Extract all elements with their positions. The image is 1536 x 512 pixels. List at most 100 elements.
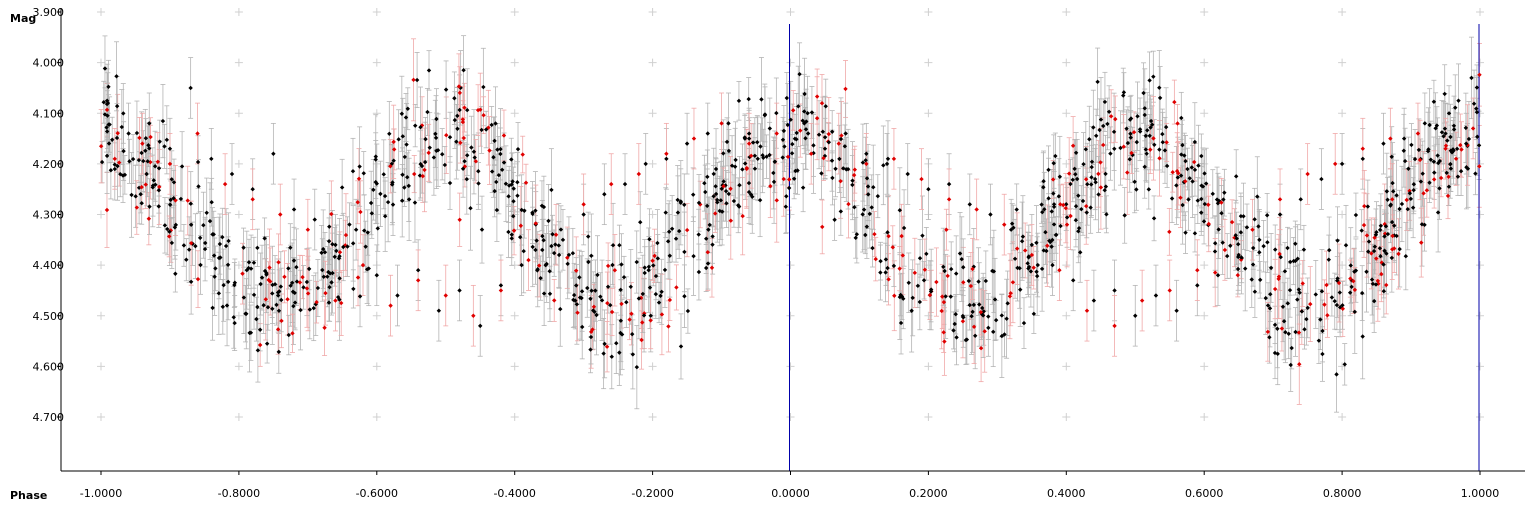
data-point-black [1135, 114, 1140, 119]
data-point-red [1477, 164, 1482, 169]
data-point-black [642, 265, 647, 270]
data-point-red [941, 299, 947, 305]
data-point-red [1407, 188, 1412, 194]
data-point-black [1431, 159, 1437, 164]
data-point-black [492, 138, 497, 144]
data-point-black [1474, 85, 1480, 90]
data-point-black [167, 202, 173, 207]
data-point-black [251, 260, 257, 265]
data-point-black [1145, 128, 1150, 133]
data-point-black [952, 321, 957, 327]
data-point-black [1097, 127, 1102, 133]
data-point-black [276, 308, 282, 313]
data-point-black [714, 197, 720, 203]
data-point-black [225, 279, 231, 285]
data-point-black [1435, 210, 1441, 215]
data-point-black [1405, 206, 1410, 212]
data-point-black [1014, 207, 1019, 212]
data-point-black [648, 313, 653, 318]
data-point-black [850, 178, 855, 183]
data-point-black [883, 257, 889, 262]
data-point-black [829, 158, 835, 163]
data-point-black [232, 320, 237, 326]
data-point-black [589, 253, 594, 258]
data-point-black [276, 349, 281, 355]
data-point-black [898, 320, 904, 326]
data-point-red [1235, 272, 1240, 278]
data-point-black [270, 306, 275, 311]
data-point-black [143, 148, 148, 153]
data-point-black [715, 200, 720, 205]
data-point-red [1364, 233, 1370, 238]
data-point-black [721, 179, 726, 184]
data-point-red [355, 200, 360, 205]
data-point-black [1364, 269, 1369, 274]
data-point-black [898, 292, 903, 298]
data-point-black [168, 197, 173, 203]
data-point-red [728, 218, 733, 223]
data-point-black [1215, 201, 1221, 206]
data-point-black [1221, 197, 1226, 202]
data-point-red [961, 280, 966, 285]
data-point-black [1374, 229, 1379, 235]
data-point-black [658, 293, 663, 299]
data-point-black [820, 129, 826, 134]
data-point-black [1233, 174, 1239, 179]
data-point-black [781, 128, 787, 134]
data-point-black [784, 194, 789, 199]
data-point-black [286, 266, 291, 271]
data-point-red [1176, 171, 1181, 176]
data-point-black [1056, 194, 1062, 199]
data-point-black [1064, 215, 1070, 220]
data-point-red [1382, 221, 1387, 227]
data-point-black [435, 148, 441, 153]
data-point-black [678, 199, 683, 204]
data-point-black [610, 243, 616, 248]
data-point-black [556, 243, 561, 248]
data-point-red [1445, 193, 1451, 199]
data-point-red [104, 207, 110, 213]
data-point-red [886, 233, 891, 239]
data-point-black [630, 331, 635, 337]
data-point-red [781, 176, 786, 182]
data-point-red [257, 342, 263, 348]
data-point-black [481, 84, 486, 90]
data-point-black [1121, 90, 1127, 95]
data-point-black [588, 347, 593, 352]
data-point-red [941, 330, 946, 335]
data-point-black [427, 145, 432, 150]
data-point-black [1142, 164, 1147, 170]
data-point-black [1157, 147, 1162, 152]
data-point-black [760, 153, 765, 158]
data-point-black [162, 223, 168, 228]
data-point-black [608, 302, 613, 308]
data-point-red [501, 133, 507, 138]
data-point-black [783, 204, 789, 209]
data-point-red [968, 283, 974, 289]
data-point-black [1028, 269, 1034, 274]
data-point-black [101, 100, 106, 105]
data-point-black [1332, 298, 1337, 304]
data-point-black [1337, 305, 1343, 310]
data-point-black [1034, 240, 1039, 246]
data-point-black [1349, 284, 1354, 290]
data-point-black [483, 127, 489, 132]
data-point-red [263, 297, 268, 302]
data-point-black [447, 134, 453, 140]
data-points [98, 66, 1482, 377]
data-point-red [314, 299, 319, 305]
data-point-black [1183, 158, 1188, 164]
data-point-black [605, 284, 611, 289]
data-point-black [365, 230, 370, 235]
data-point-black [455, 126, 460, 131]
data-point-red [1308, 301, 1313, 307]
data-point-black [1389, 219, 1395, 225]
data-point-black [915, 283, 921, 289]
data-point-black [1272, 322, 1278, 328]
data-point-black [656, 300, 662, 305]
data-point-black [802, 109, 807, 114]
data-point-black [515, 179, 520, 185]
data-point-black [288, 283, 293, 288]
data-point-black [1216, 227, 1221, 232]
data-point-black [653, 273, 659, 279]
